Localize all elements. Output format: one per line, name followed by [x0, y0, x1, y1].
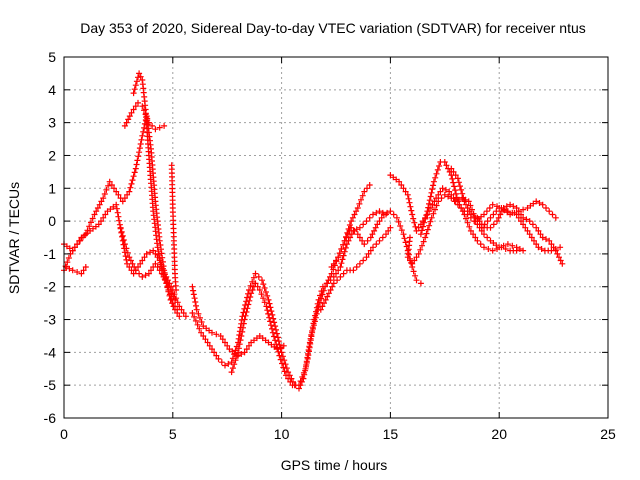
- axis-ticks: 0 5 10 15 20 25 -6 -5 -4 -3 -2 -1 0 1 2 3 4 5: [44, 49, 616, 442]
- series-track-f: [117, 224, 178, 303]
- y-tick-label: -3: [44, 312, 57, 328]
- y-tick-label: 0: [48, 213, 56, 229]
- point-markers: [448, 165, 566, 267]
- series-track-h: [189, 283, 287, 359]
- y-tick-label: -6: [44, 410, 57, 426]
- x-tick-label: 20: [491, 426, 507, 442]
- x-tick-label: 25: [600, 426, 616, 442]
- point-markers: [168, 162, 180, 293]
- series-track-b: [121, 99, 168, 133]
- series-track-j: [228, 208, 389, 389]
- y-tick-label: 1: [48, 180, 56, 196]
- plot-frame: [63, 56, 609, 419]
- series-track-g: [168, 162, 180, 293]
- data-points: [61, 70, 566, 392]
- point-markers: [328, 208, 424, 287]
- point-markers: [189, 283, 287, 359]
- point-markers: [63, 264, 89, 277]
- x-tick-label: 10: [274, 426, 290, 442]
- y-tick-label: -2: [44, 279, 57, 295]
- series-track-q: [472, 198, 559, 225]
- point-markers: [472, 198, 559, 225]
- series-track-e: [63, 264, 89, 277]
- y-tick-label: -1: [44, 246, 57, 262]
- point-markers: [117, 224, 178, 303]
- y-tick-label: -4: [44, 344, 57, 360]
- y-axis-label: SDTVAR / TECUs: [6, 182, 22, 294]
- series-track-d: [61, 201, 189, 320]
- point-markers: [61, 201, 189, 320]
- series-track-l: [328, 208, 424, 287]
- y-tick-label: 5: [48, 49, 56, 65]
- y-tick-label: 2: [48, 147, 56, 163]
- point-markers: [121, 99, 168, 133]
- x-tick-label: 0: [60, 426, 68, 442]
- chart-title: Day 353 of 2020, Sidereal Day-to-day VTE…: [80, 20, 586, 36]
- series-track-p: [448, 165, 566, 267]
- point-markers: [415, 185, 564, 254]
- point-markers: [317, 224, 394, 313]
- series-track-o: [415, 185, 564, 254]
- y-tick-label: 3: [48, 115, 56, 131]
- x-tick-label: 15: [383, 426, 399, 442]
- gridlines: [64, 57, 608, 418]
- y-tick-label: -5: [44, 377, 57, 393]
- series-track-k: [317, 224, 394, 313]
- point-markers: [228, 208, 389, 389]
- x-tick-label: 5: [169, 426, 177, 442]
- x-axis-label: GPS time / hours: [281, 457, 388, 473]
- y-tick-label: 4: [48, 82, 56, 98]
